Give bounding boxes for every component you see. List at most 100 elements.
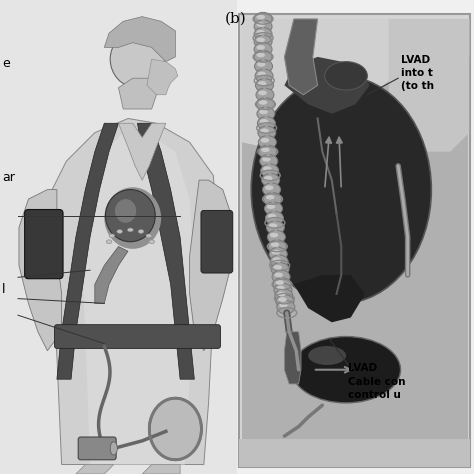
Ellipse shape: [263, 183, 281, 196]
FancyBboxPatch shape: [201, 210, 233, 273]
Polygon shape: [19, 190, 62, 351]
Polygon shape: [118, 123, 166, 180]
Ellipse shape: [254, 35, 272, 48]
Ellipse shape: [273, 265, 282, 270]
Ellipse shape: [255, 79, 273, 92]
Ellipse shape: [256, 88, 274, 101]
Ellipse shape: [110, 442, 117, 455]
Ellipse shape: [149, 398, 201, 460]
Text: ar: ar: [2, 171, 15, 184]
Ellipse shape: [308, 346, 346, 365]
Text: (b): (b): [225, 12, 247, 26]
Ellipse shape: [273, 257, 281, 262]
Ellipse shape: [274, 283, 292, 297]
Ellipse shape: [262, 157, 271, 162]
Ellipse shape: [269, 247, 287, 261]
Ellipse shape: [128, 228, 133, 232]
Polygon shape: [284, 57, 370, 114]
Polygon shape: [76, 465, 114, 474]
Ellipse shape: [258, 136, 276, 149]
Polygon shape: [294, 275, 365, 322]
Ellipse shape: [257, 107, 275, 120]
FancyBboxPatch shape: [0, 0, 237, 474]
Ellipse shape: [254, 20, 272, 33]
Ellipse shape: [255, 69, 273, 82]
Ellipse shape: [266, 195, 274, 200]
Ellipse shape: [279, 303, 288, 308]
FancyBboxPatch shape: [55, 325, 220, 348]
Ellipse shape: [268, 240, 286, 253]
Ellipse shape: [267, 204, 275, 209]
Ellipse shape: [256, 45, 265, 50]
Ellipse shape: [270, 255, 288, 268]
Ellipse shape: [256, 15, 265, 19]
Ellipse shape: [256, 30, 265, 35]
Ellipse shape: [272, 250, 280, 255]
Ellipse shape: [292, 337, 401, 403]
Polygon shape: [137, 123, 194, 379]
Ellipse shape: [277, 301, 295, 314]
Ellipse shape: [271, 263, 289, 276]
Polygon shape: [147, 59, 178, 95]
Ellipse shape: [258, 81, 266, 86]
FancyBboxPatch shape: [25, 210, 63, 279]
Polygon shape: [95, 246, 128, 303]
Ellipse shape: [254, 27, 272, 41]
Ellipse shape: [266, 221, 284, 234]
Ellipse shape: [106, 190, 155, 242]
Text: LVAD
Cable con
control u: LVAD Cable con control u: [348, 364, 406, 400]
Ellipse shape: [265, 211, 283, 225]
FancyBboxPatch shape: [242, 19, 468, 441]
Ellipse shape: [259, 145, 277, 158]
Ellipse shape: [104, 187, 161, 249]
Ellipse shape: [263, 166, 272, 171]
Ellipse shape: [269, 223, 277, 228]
FancyBboxPatch shape: [239, 439, 470, 467]
Ellipse shape: [264, 176, 273, 181]
Polygon shape: [81, 128, 194, 465]
Ellipse shape: [261, 164, 279, 177]
Ellipse shape: [325, 62, 367, 90]
Ellipse shape: [267, 230, 285, 244]
Ellipse shape: [254, 12, 272, 26]
Polygon shape: [389, 19, 469, 152]
Ellipse shape: [146, 234, 152, 238]
Polygon shape: [104, 17, 175, 62]
Ellipse shape: [117, 229, 122, 233]
Ellipse shape: [149, 240, 155, 244]
Ellipse shape: [277, 292, 286, 296]
Polygon shape: [47, 118, 218, 465]
Ellipse shape: [255, 60, 273, 73]
Ellipse shape: [257, 117, 275, 130]
Ellipse shape: [254, 43, 272, 56]
Ellipse shape: [115, 199, 137, 223]
Ellipse shape: [261, 147, 270, 152]
Text: l: l: [2, 283, 6, 296]
Polygon shape: [284, 332, 301, 384]
Text: LVAD
into t
(to th: LVAD into t (to th: [401, 55, 434, 91]
Ellipse shape: [256, 22, 265, 27]
FancyBboxPatch shape: [78, 437, 116, 460]
Ellipse shape: [258, 126, 276, 139]
Text: e: e: [2, 57, 10, 71]
Ellipse shape: [273, 278, 291, 291]
Ellipse shape: [138, 229, 144, 233]
Polygon shape: [190, 180, 232, 351]
Ellipse shape: [265, 185, 273, 190]
Ellipse shape: [261, 138, 269, 143]
Polygon shape: [284, 19, 318, 95]
Ellipse shape: [278, 297, 287, 302]
Polygon shape: [142, 465, 180, 474]
Ellipse shape: [257, 62, 265, 67]
Ellipse shape: [270, 233, 278, 237]
Ellipse shape: [276, 286, 285, 291]
Ellipse shape: [260, 119, 268, 124]
Ellipse shape: [264, 192, 282, 206]
Ellipse shape: [260, 155, 278, 168]
Ellipse shape: [259, 109, 268, 114]
FancyBboxPatch shape: [239, 14, 470, 467]
Polygon shape: [242, 19, 469, 152]
Ellipse shape: [256, 98, 274, 111]
Ellipse shape: [275, 280, 284, 285]
Ellipse shape: [271, 242, 279, 247]
